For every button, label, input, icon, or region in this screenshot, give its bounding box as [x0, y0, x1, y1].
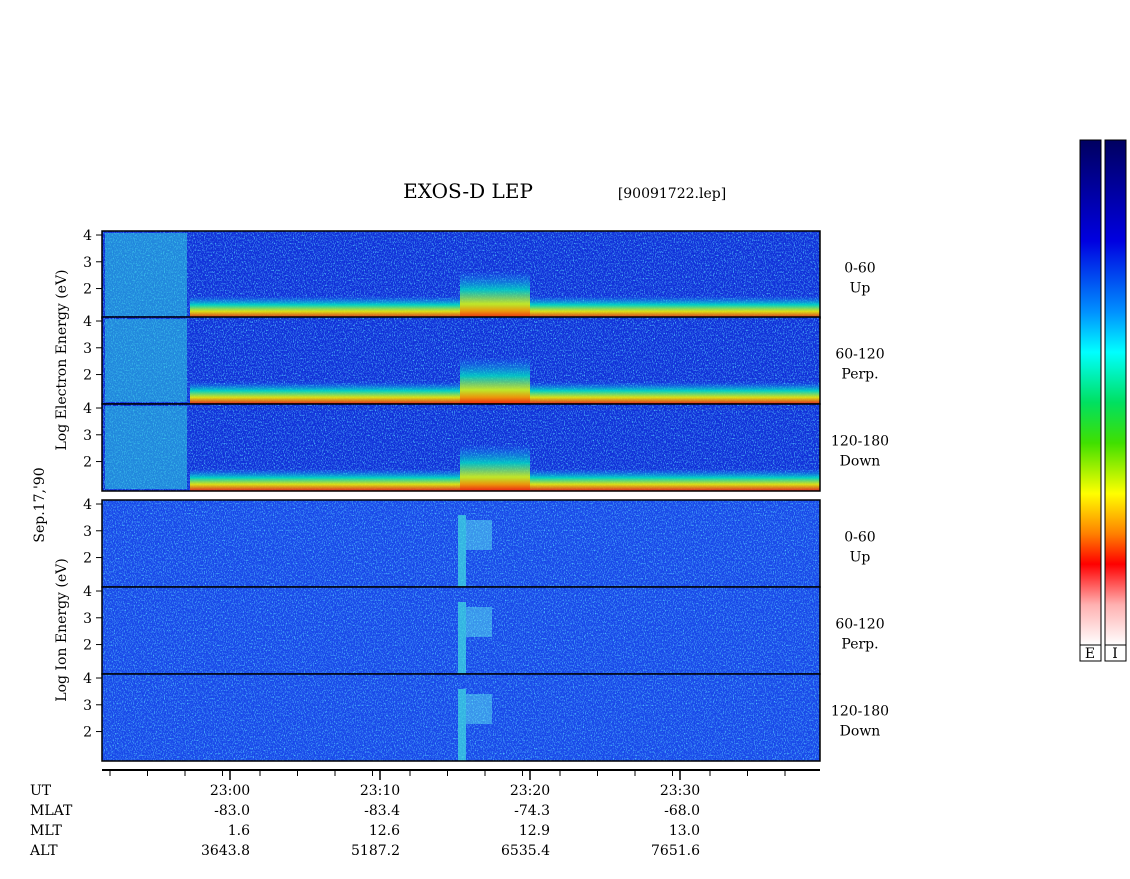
panel-range: 120-180	[831, 704, 889, 720]
colorbars: E I	[1079, 139, 1127, 662]
y-tick-label: 2	[83, 368, 92, 384]
y-tick-label: 3	[83, 255, 92, 271]
electron-event	[460, 444, 530, 491]
ephemeris-value: 12.6	[369, 823, 400, 839]
y-tick-label: 3	[83, 428, 92, 444]
y-tick-label: 3	[83, 341, 92, 357]
ion-event	[466, 694, 492, 724]
y-tick-label: 2	[83, 455, 92, 471]
ephemeris-value: 23:10	[360, 783, 400, 799]
ephemeris-value: 6535.4	[501, 843, 550, 859]
panel-frame	[101, 403, 821, 492]
ephemeris-value: -83.4	[364, 803, 400, 819]
y-tick-label: 4	[83, 497, 92, 513]
panel-range: 120-180	[831, 434, 889, 450]
ephemeris-label: ALT	[29, 843, 58, 859]
ephemeris-value: 23:30	[660, 783, 700, 799]
ephemeris-value: 23:20	[510, 783, 550, 799]
ephemeris-label: UT	[30, 783, 52, 799]
y-tick-label: 3	[83, 611, 92, 627]
colorbar-box	[1104, 644, 1127, 662]
date-label: Sep.17,'90	[32, 467, 48, 542]
electron-event	[460, 357, 530, 404]
y-tick-label: 2	[83, 551, 92, 567]
panel-direction: Down	[840, 724, 881, 740]
electron-burst	[105, 233, 187, 316]
panel-direction: Up	[850, 281, 871, 297]
panel-range: 60-120	[835, 617, 884, 633]
electron-axis-label: Log Electron Energy (eV)	[54, 269, 70, 450]
panel-range: 0-60	[844, 261, 875, 277]
y-tick-label: 4	[83, 584, 92, 600]
colorbar-e	[1079, 139, 1102, 646]
y-tick-label: 2	[83, 638, 92, 654]
panel-direction: Down	[840, 454, 881, 470]
y-tick-label: 3	[83, 524, 92, 540]
ion-axis-label: Log Ion Energy (eV)	[54, 558, 70, 701]
electron-event	[460, 271, 530, 318]
electron-burst	[105, 406, 187, 489]
ephemeris-value: 12.9	[519, 823, 550, 839]
ephemeris-value: 1.6	[228, 823, 250, 839]
panel-frame	[101, 673, 821, 762]
ephemeris-label: MLAT	[30, 803, 73, 819]
panel-range: 60-120	[835, 347, 884, 363]
ephemeris-label: MLT	[30, 823, 62, 839]
ephemeris-value: -74.3	[514, 803, 550, 819]
ion-event	[458, 689, 466, 761]
colorbar-box	[1079, 644, 1102, 662]
ion-event	[458, 515, 466, 587]
colorbar-i	[1104, 139, 1127, 646]
panel-direction: Up	[850, 550, 871, 566]
ion-event	[458, 602, 466, 674]
ephemeris-value: 7651.6	[651, 843, 700, 859]
ephemeris-value: 23:00	[210, 783, 250, 799]
panel-direction: Perp.	[841, 637, 878, 653]
y-tick-label: 4	[83, 314, 92, 330]
y-tick-label: 2	[83, 282, 92, 298]
colorbar-label: E	[1085, 646, 1095, 662]
ephemeris-value: 13.0	[669, 823, 700, 839]
colorbar-label: I	[1112, 646, 1118, 662]
y-tick-label: 2	[83, 725, 92, 741]
panel-range: 0-60	[844, 530, 875, 546]
file-name: [90091722.lep]	[618, 186, 726, 202]
title: EXOS-D LEP	[403, 179, 533, 203]
ephemeris-value: -83.0	[214, 803, 250, 819]
y-tick-label: 4	[83, 228, 92, 244]
y-tick-label: 4	[83, 401, 92, 417]
ion-event	[466, 520, 492, 550]
y-tick-label: 4	[83, 671, 92, 687]
ephemeris-value: 5187.2	[351, 843, 400, 859]
panel-direction: Perp.	[841, 367, 878, 383]
ion-event	[466, 607, 492, 637]
y-tick-label: 3	[83, 698, 92, 714]
electron-burst	[105, 319, 187, 402]
ephemeris-value: 3643.8	[201, 843, 250, 859]
ephemeris-value: -68.0	[664, 803, 700, 819]
